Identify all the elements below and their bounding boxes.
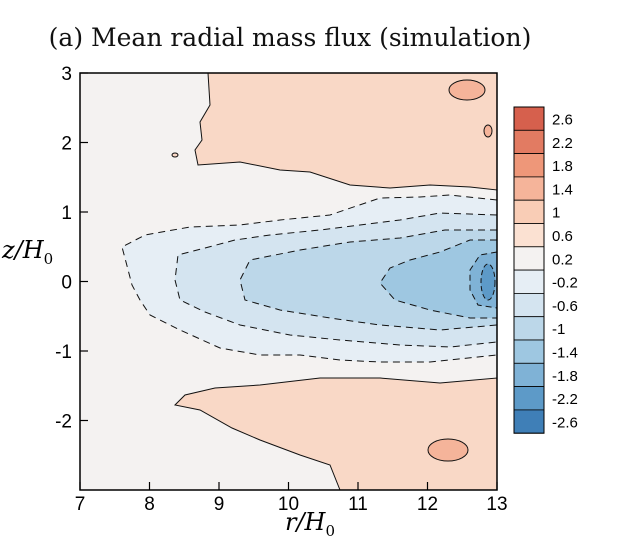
colorbar-swatch <box>513 176 545 201</box>
colorbar-label: 0.2 <box>552 251 573 268</box>
contour-upper-positive <box>194 72 498 191</box>
contour-island-upper-small <box>483 124 493 138</box>
x-tick-label: 7 <box>75 494 86 515</box>
chart-title: (a) Mean radial mass flux (simulation) <box>49 23 532 52</box>
colorbar-label: 1 <box>552 205 560 222</box>
y-axis: -2 -1 0 1 2 3 <box>55 64 88 433</box>
colorbar-swatch <box>513 153 545 178</box>
colorbar-swatch <box>513 339 545 364</box>
y-tick-label: -2 <box>55 412 72 433</box>
x-axis: 7 8 9 10 11 12 13 <box>75 482 508 515</box>
colorbar-swatch <box>513 246 545 271</box>
x-tick-label: 13 <box>486 494 507 515</box>
colorbar-label: -1.8 <box>552 368 578 385</box>
colorbar-frame <box>513 106 545 434</box>
x-tick-label: 8 <box>144 494 155 515</box>
x-tick-label: 12 <box>417 494 438 515</box>
colorbar-swatch <box>513 269 545 294</box>
y-tick-label: 0 <box>61 273 72 294</box>
colorbar-label: -2.2 <box>552 391 578 408</box>
colorbar-swatch <box>513 316 545 341</box>
x-axis-label: r/H0 <box>285 508 335 540</box>
colorbar-swatch <box>513 199 545 224</box>
colorbar-label: -2.6 <box>552 414 578 431</box>
colorbar-swatch <box>513 362 545 387</box>
y-tick-label: 2 <box>61 134 72 155</box>
x-tick-label: 11 <box>348 494 368 515</box>
colorbar-swatch <box>513 292 545 318</box>
colorbar-label: 2.6 <box>552 111 573 128</box>
y-tick-label: 3 <box>61 64 72 85</box>
colorbar-label: 1.4 <box>552 181 573 198</box>
x-tick-label: 10 <box>278 494 299 515</box>
colorbar-swatch <box>513 106 545 131</box>
colorbar-swatch <box>513 129 545 155</box>
colorbar: 2.6 2.2 1.8 1.4 1 0.6 0.2 -0.2 -0.6 -1 -1.4 -1.8 -2.… <box>513 106 578 434</box>
contour-island-upper <box>448 79 486 101</box>
contour-deeper-negative <box>379 239 498 319</box>
contour-lower-positive <box>173 377 498 491</box>
colorbar-label: 0.6 <box>552 228 573 245</box>
y-axis-label: z/H0 <box>1 236 53 268</box>
colorbar-swatch <box>513 223 545 248</box>
colorbar-label: -0.6 <box>552 298 578 315</box>
colorbar-swatch <box>513 386 545 411</box>
colorbar-swatch <box>513 409 545 434</box>
colorbar-label: -0.2 <box>552 275 578 292</box>
contour-island-lower <box>427 438 469 462</box>
x-tick-label: 9 <box>214 494 225 515</box>
colorbar-label: 1.8 <box>552 158 573 175</box>
y-tick-label: 1 <box>61 203 72 224</box>
contour-island-left <box>171 152 179 158</box>
colorbar-label: 2.2 <box>552 135 573 152</box>
contour-minimum <box>480 263 496 301</box>
colorbar-label: -1.4 <box>552 344 578 361</box>
y-tick-label: -1 <box>55 342 72 363</box>
colorbar-label: -1 <box>552 321 565 338</box>
